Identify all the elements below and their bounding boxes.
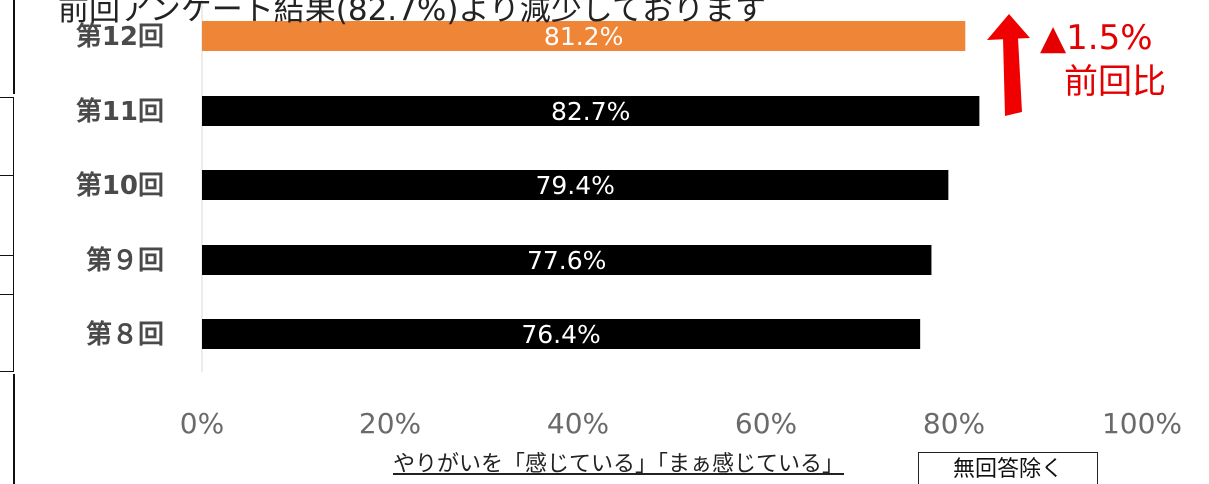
x-tick-label-2: 40% <box>547 407 609 440</box>
x-tick-label-3: 60% <box>735 407 797 440</box>
bar-value-label-0: 81.2% <box>544 22 623 51</box>
left-frame-bottom-line <box>13 374 15 484</box>
change-value: ▲1.5% <box>1040 18 1153 58</box>
up-arrow-head <box>987 14 1030 40</box>
bar-0 <box>202 21 966 51</box>
bar-value-label-4: 76.4% <box>521 320 600 349</box>
bar-3 <box>202 245 932 275</box>
left-frame-divider <box>0 255 14 256</box>
category-label-2: 第10回 <box>76 170 164 201</box>
change-note: 前回アンケート結果(82.7%)より減少しております <box>58 0 766 28</box>
bar-2 <box>202 170 949 200</box>
up-arrow-shaft <box>1003 38 1022 116</box>
bar-value-label-3: 77.6% <box>527 246 606 275</box>
left-frame-divider <box>0 175 14 176</box>
category-label-0: 第12回 <box>76 21 164 52</box>
bar-4 <box>202 319 921 349</box>
left-frame-divider <box>0 294 14 295</box>
no-answer-excluded-badge: 無回答除く <box>918 452 1098 484</box>
category-label-4: 第８回 <box>86 319 164 350</box>
category-label-3: 第９回 <box>86 245 164 276</box>
left-frame-box <box>0 97 14 372</box>
left-frame-top-line <box>13 0 15 94</box>
x-tick-label-4: 80% <box>923 407 985 440</box>
bar-value-label-1: 82.7% <box>551 97 630 126</box>
x-tick-label-5: 100% <box>1102 407 1182 440</box>
change-sub-label: 前回比 <box>1064 62 1166 102</box>
bar-1 <box>202 96 980 126</box>
category-label-1: 第11回 <box>76 96 164 127</box>
x-tick-label-0: 0% <box>180 407 224 440</box>
x-axis-label: やりがいを「感じている」「まぁ感じている」 <box>393 452 845 477</box>
bar-value-label-2: 79.4% <box>535 171 614 200</box>
x-tick-label-1: 20% <box>359 407 421 440</box>
